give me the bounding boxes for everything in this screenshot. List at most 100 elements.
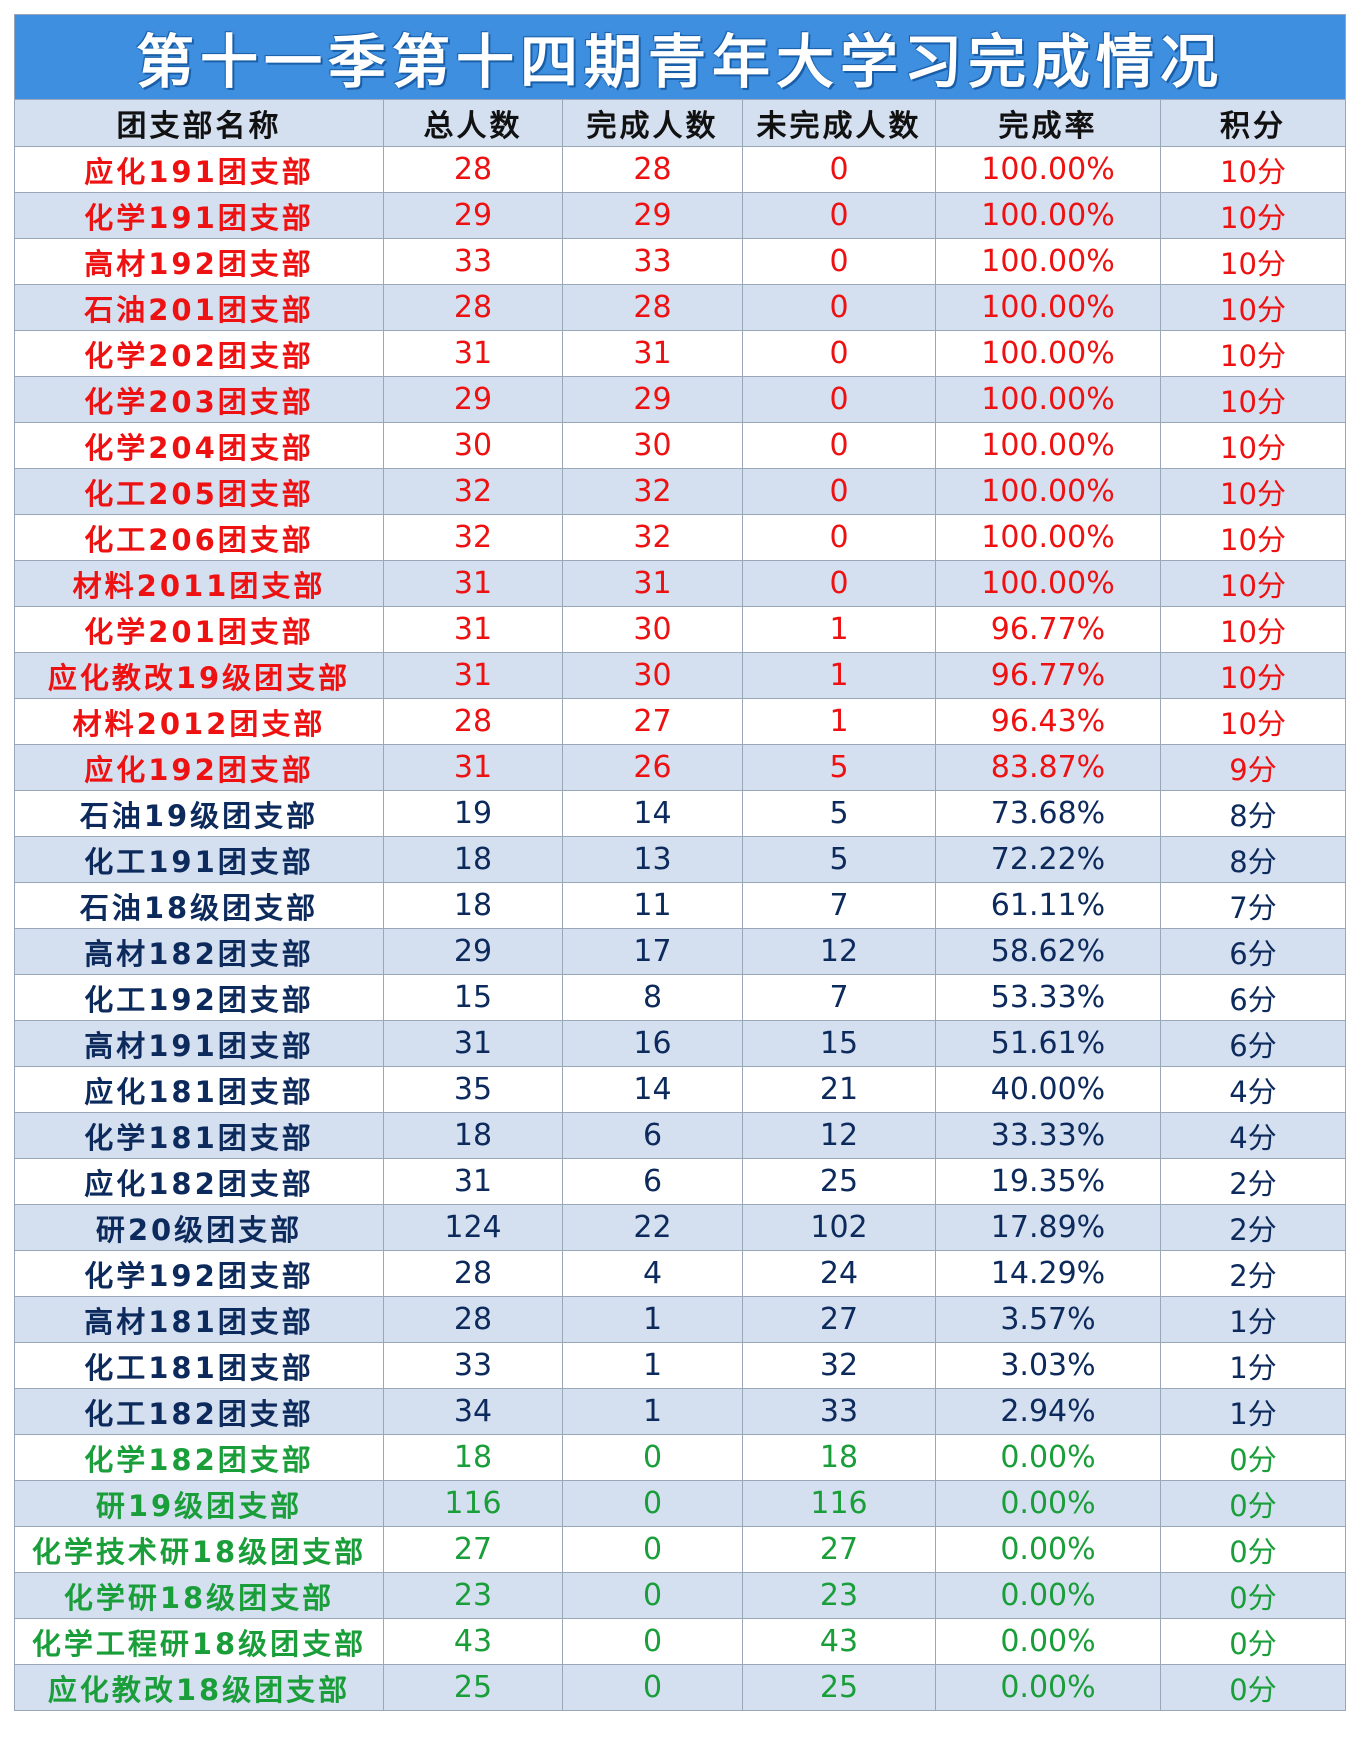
total-count-cell: 31 [383,330,563,377]
score-cell: 1分 [1159,1388,1347,1435]
header-branch-name: 团支部名称 [14,99,384,147]
score-cell: 2分 [1159,1204,1347,1251]
completed-count-cell: 31 [562,560,743,607]
total-count-cell: 31 [383,1020,563,1067]
incomplete-count-cell: 32 [742,1342,936,1389]
table-row: 研19级团支部 116 0 116 0.00% 0分 [14,1480,1347,1527]
branch-name-cell: 化学182团支部 [14,1434,384,1481]
table-row: 化学204团支部 30 30 0 100.00% 10分 [14,422,1347,469]
branch-name-cell: 化学191团支部 [14,192,384,239]
incomplete-count-cell: 0 [742,376,936,423]
incomplete-count-cell: 0 [742,146,936,193]
table-row: 化工181团支部 33 1 32 3.03% 1分 [14,1342,1347,1389]
score-cell: 0分 [1159,1480,1347,1527]
score-cell: 6分 [1159,974,1347,1021]
header-row: 团支部名称 总人数 完成人数 未完成人数 完成率 积分 [14,99,1347,147]
total-count-cell: 18 [383,882,563,929]
completed-count-cell: 0 [562,1572,743,1619]
completion-rate-cell: 0.00% [935,1480,1161,1527]
total-count-cell: 25 [383,1664,563,1711]
incomplete-count-cell: 5 [742,744,936,791]
completion-rate-cell: 100.00% [935,284,1161,331]
score-cell: 10分 [1159,652,1347,699]
total-count-cell: 33 [383,238,563,285]
table-row: 高材192团支部 33 33 0 100.00% 10分 [14,238,1347,285]
table-row: 化学203团支部 29 29 0 100.00% 10分 [14,376,1347,423]
table-row: 化学191团支部 29 29 0 100.00% 10分 [14,192,1347,239]
score-cell: 4分 [1159,1066,1347,1113]
score-cell: 8分 [1159,836,1347,883]
score-cell: 6分 [1159,928,1347,975]
branch-name-cell: 石油201团支部 [14,284,384,331]
completion-rate-cell: 0.00% [935,1526,1161,1573]
total-count-cell: 43 [383,1618,563,1665]
completion-rate-cell: 96.77% [935,652,1161,699]
total-count-cell: 15 [383,974,563,1021]
score-cell: 4分 [1159,1112,1347,1159]
total-count-cell: 29 [383,376,563,423]
score-cell: 0分 [1159,1618,1347,1665]
incomplete-count-cell: 12 [742,928,936,975]
table-row: 化学182团支部 18 0 18 0.00% 0分 [14,1434,1347,1481]
completed-count-cell: 0 [562,1664,743,1711]
table-row: 化工206团支部 32 32 0 100.00% 10分 [14,514,1347,561]
branch-name-cell: 化工206团支部 [14,514,384,561]
branch-name-cell: 高材181团支部 [14,1296,384,1343]
incomplete-count-cell: 7 [742,882,936,929]
table-row: 应化181团支部 35 14 21 40.00% 4分 [14,1066,1347,1113]
table-row: 应化教改19级团支部 31 30 1 96.77% 10分 [14,652,1347,699]
score-cell: 8分 [1159,790,1347,837]
total-count-cell: 23 [383,1572,563,1619]
total-count-cell: 29 [383,192,563,239]
score-cell: 10分 [1159,560,1347,607]
completion-rate-cell: 17.89% [935,1204,1161,1251]
table-row: 石油19级团支部 19 14 5 73.68% 8分 [14,790,1347,837]
completed-count-cell: 26 [562,744,743,791]
branch-name-cell: 化工192团支部 [14,974,384,1021]
total-count-cell: 27 [383,1526,563,1573]
incomplete-count-cell: 15 [742,1020,936,1067]
total-count-cell: 31 [383,606,563,653]
branch-name-cell: 材料2012团支部 [14,698,384,745]
incomplete-count-cell: 0 [742,560,936,607]
score-cell: 10分 [1159,422,1347,469]
completion-rate-cell: 73.68% [935,790,1161,837]
completion-rate-cell: 0.00% [935,1572,1161,1619]
incomplete-count-cell: 21 [742,1066,936,1113]
total-count-cell: 124 [383,1204,563,1251]
total-count-cell: 31 [383,744,563,791]
branch-name-cell: 化工182团支部 [14,1388,384,1435]
total-count-cell: 28 [383,284,563,331]
table-row: 化工205团支部 32 32 0 100.00% 10分 [14,468,1347,515]
score-cell: 6分 [1159,1020,1347,1067]
table-row: 应化192团支部 31 26 5 83.87% 9分 [14,744,1347,791]
completion-rate-cell: 19.35% [935,1158,1161,1205]
branch-name-cell: 化学203团支部 [14,376,384,423]
completed-count-cell: 31 [562,330,743,377]
total-count-cell: 18 [383,836,563,883]
completion-rate-cell: 2.94% [935,1388,1161,1435]
score-cell: 10分 [1159,514,1347,561]
total-count-cell: 116 [383,1480,563,1527]
incomplete-count-cell: 27 [742,1526,936,1573]
table-row: 化学202团支部 31 31 0 100.00% 10分 [14,330,1347,377]
completion-rate-cell: 96.77% [935,606,1161,653]
score-cell: 1分 [1159,1342,1347,1389]
completion-rate-cell: 100.00% [935,514,1161,561]
table-row: 高材191团支部 31 16 15 51.61% 6分 [14,1020,1347,1067]
branch-name-cell: 化学202团支部 [14,330,384,377]
branch-name-cell: 研20级团支部 [14,1204,384,1251]
incomplete-count-cell: 1 [742,698,936,745]
table-row: 化学技术研18级团支部 27 0 27 0.00% 0分 [14,1526,1347,1573]
branch-name-cell: 化工191团支部 [14,836,384,883]
branch-name-cell: 化工181团支部 [14,1342,384,1389]
table-row: 化学192团支部 28 4 24 14.29% 2分 [14,1250,1347,1297]
completed-count-cell: 30 [562,422,743,469]
completed-count-cell: 0 [562,1618,743,1665]
completed-count-cell: 4 [562,1250,743,1297]
table-title: 第十一季第十四期青年大学习完成情况 [13,14,1347,100]
incomplete-count-cell: 43 [742,1618,936,1665]
completed-count-cell: 8 [562,974,743,1021]
completed-count-cell: 32 [562,468,743,515]
completed-count-cell: 28 [562,284,743,331]
